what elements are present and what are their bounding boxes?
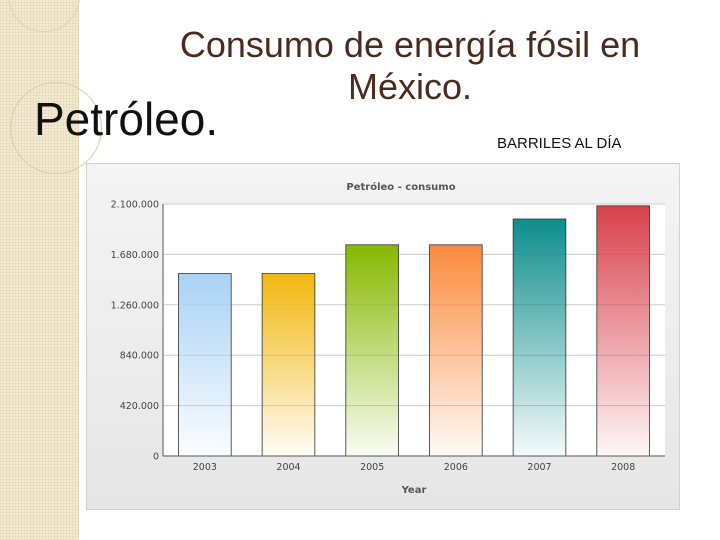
slide-title: Consumo de energía fósil en México. [179, 24, 641, 107]
unit-note: BARRILES AL DÍA [497, 135, 622, 152]
bar-2008 [596, 205, 650, 457]
bar-2003 [178, 273, 232, 457]
y-tick-label: 1.680.000 [111, 250, 159, 261]
x-tick-label: 2005 [360, 462, 384, 473]
x-axis-label: Year [401, 485, 427, 496]
bar-2006 [429, 244, 483, 457]
y-tick-label: 840.000 [120, 351, 159, 362]
decorative-circle [10, 82, 102, 174]
bar-2007 [512, 218, 567, 457]
x-tick-label: 2008 [611, 462, 635, 473]
x-tick-label: 2007 [527, 462, 551, 473]
chart-title: Petróleo - consumo [346, 181, 455, 193]
x-tick-label: 2003 [193, 462, 217, 473]
decorative-side-strip [0, 0, 79, 540]
y-tick-label: 0 [153, 452, 159, 463]
x-tick-label: 2004 [276, 462, 300, 473]
chart-frame: Petróleo - consumo Year 0 420.000 840.000 1… [86, 163, 680, 510]
y-tick-label: 2.100.000 [111, 200, 159, 211]
y-tick-label: 1.260.000 [111, 300, 159, 311]
bar-2005 [345, 244, 399, 457]
bar-chart: Petróleo - consumo Year 0 420.000 840.000 1… [111, 181, 665, 496]
slide-subtitle: Petróleo. [34, 93, 219, 145]
plot-area [163, 204, 665, 456]
y-tick-label: 420.000 [120, 401, 159, 412]
bar-2004 [261, 273, 316, 457]
x-tick-label: 2006 [444, 462, 468, 473]
